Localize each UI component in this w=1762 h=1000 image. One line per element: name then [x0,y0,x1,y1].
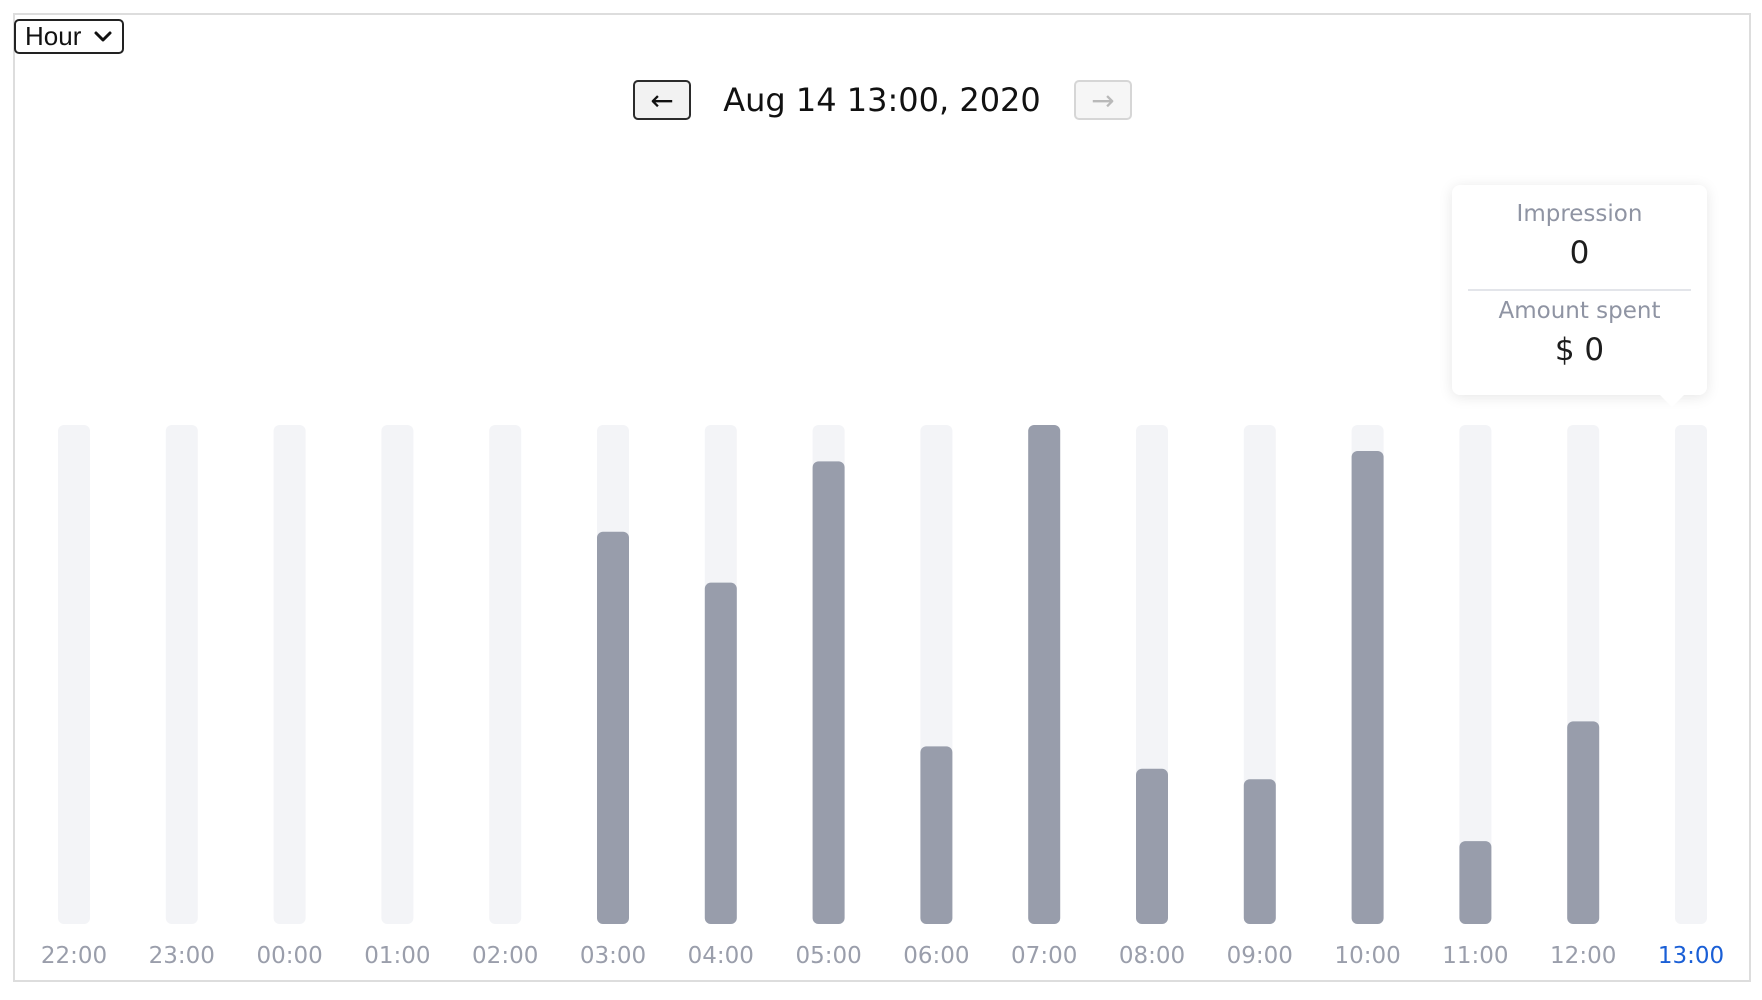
tooltip-amount-label: Amount spent [1498,298,1661,324]
tooltip-divider [1468,289,1691,291]
bar-track[interactable] [489,425,522,924]
granularity-select-value: Hour [25,21,82,51]
x-tick-label: 08:00 [1119,943,1185,969]
x-tick-label: 06:00 [903,943,969,969]
tooltip-amount-value: $ 0 [1554,332,1605,368]
x-tick-label: 22:00 [41,943,107,969]
x-tick-label: 05:00 [795,943,861,969]
x-tick-label: 03:00 [580,943,646,969]
bar[interactable] [1136,768,1168,924]
bar[interactable] [1028,425,1061,924]
bar-track[interactable] [58,425,90,924]
x-tick-label: 07:00 [1011,943,1077,969]
prev-period-button[interactable]: ← [633,80,691,120]
granularity-select[interactable]: Hour [14,19,124,54]
chevron-down-icon [94,31,112,42]
bar[interactable] [1243,779,1276,924]
bar[interactable] [812,461,845,924]
x-tick-label: 11:00 [1442,943,1508,969]
bar[interactable] [704,582,737,924]
x-tick-label: 00:00 [256,943,322,969]
arrow-left-icon: ← [650,83,674,117]
tooltip-impression-label: Impression [1516,201,1643,227]
x-tick-label: 02:00 [472,943,538,969]
next-period-button[interactable]: → [1074,80,1132,120]
data-tooltip: Impression 0 Amount spent $ 0 [1452,185,1707,407]
bar-track[interactable] [1675,425,1707,924]
x-tick-label: 04:00 [688,943,754,969]
bar[interactable] [1459,841,1492,924]
bar-track[interactable] [273,425,306,924]
x-tick-label: 01:00 [364,943,430,969]
bar[interactable] [1351,450,1384,924]
bar[interactable] [920,746,953,924]
bar[interactable] [1567,721,1600,924]
bar-track[interactable] [165,425,198,924]
bar-track[interactable] [1459,425,1492,924]
bar[interactable] [597,531,629,924]
x-tick-label: 23:00 [149,943,215,969]
x-tick-label: 10:00 [1334,943,1400,969]
tooltip-impression-value: 0 [1569,235,1590,271]
x-tick-label: 12:00 [1550,943,1616,969]
tooltip-pointer [1659,394,1685,407]
arrow-right-icon: → [1091,83,1115,117]
x-tick-label: 13:00 [1658,943,1724,969]
current-period-title: Aug 14 13:00, 2020 [723,81,1041,119]
x-tick-label: 09:00 [1227,943,1293,969]
bar-track[interactable] [381,425,414,924]
